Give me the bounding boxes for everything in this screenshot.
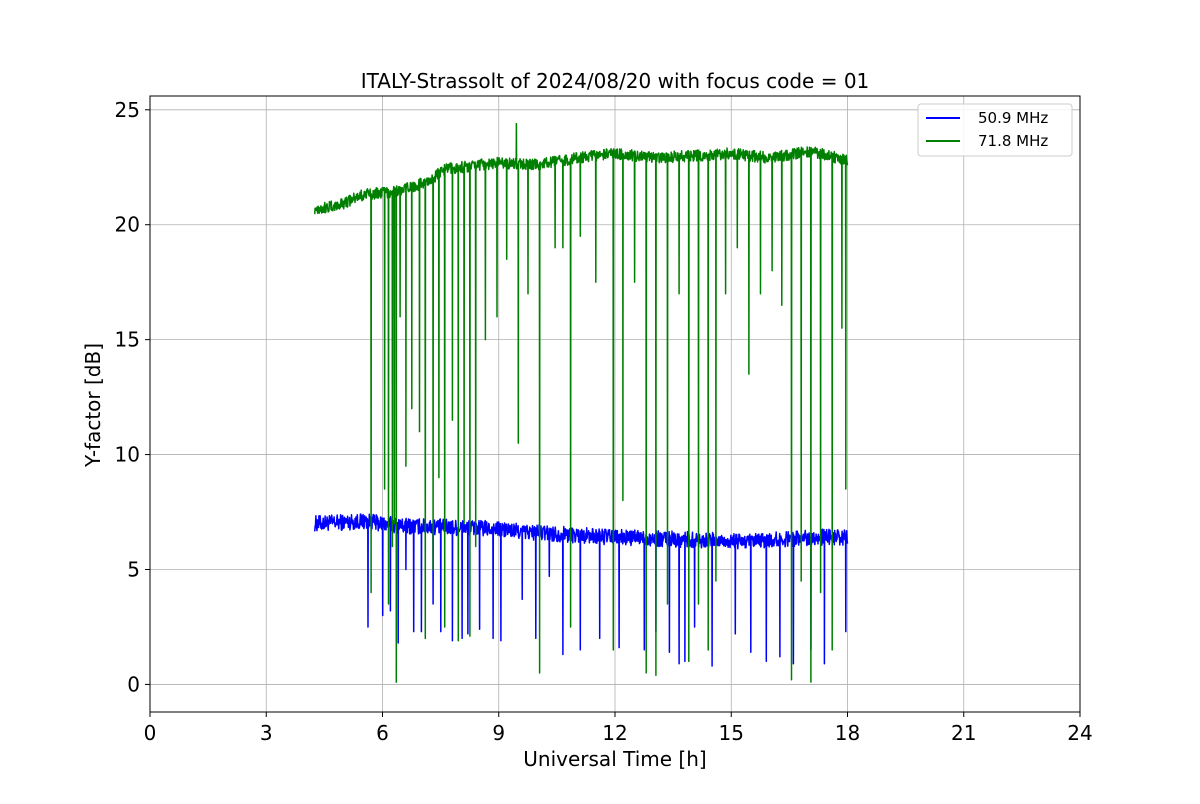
series-line-1 (313, 513, 849, 667)
x-tick-label: 0 (144, 721, 157, 745)
x-axis-label: Universal Time [h] (523, 747, 706, 771)
x-tick-label: 18 (835, 721, 860, 745)
series-line-2 (313, 122, 849, 683)
x-tick-label: 21 (951, 721, 976, 745)
series-layer (313, 122, 849, 683)
x-tick-label: 12 (602, 721, 627, 745)
y-tick-label: 25 (115, 98, 140, 122)
legend: 50.9 MHz 71.8 MHz (917, 103, 1073, 157)
x-tick-label: 9 (492, 721, 505, 745)
x-tick-label: 3 (260, 721, 273, 745)
y-tick-label: 0 (127, 672, 140, 696)
legend-label: 50.9 MHz (978, 109, 1048, 127)
x-tick-label: 6 (376, 721, 389, 745)
y-tick-label: 20 (115, 213, 140, 237)
y-tick-label: 5 (127, 557, 140, 581)
chart-title: ITALY-Strassolt of 2024/08/20 with focus… (361, 69, 870, 93)
ticks: 0 3 6 9 12 15 18 21 24 0 5 10 15 20 25 (115, 98, 1093, 745)
x-tick-label: 15 (719, 721, 744, 745)
y-tick-label: 15 (115, 328, 140, 352)
legend-label: 71.8 MHz (978, 132, 1048, 150)
y-tick-label: 10 (115, 443, 140, 467)
y-axis-label: Y-factor [dB] (81, 343, 105, 468)
x-tick-label: 24 (1067, 721, 1092, 745)
